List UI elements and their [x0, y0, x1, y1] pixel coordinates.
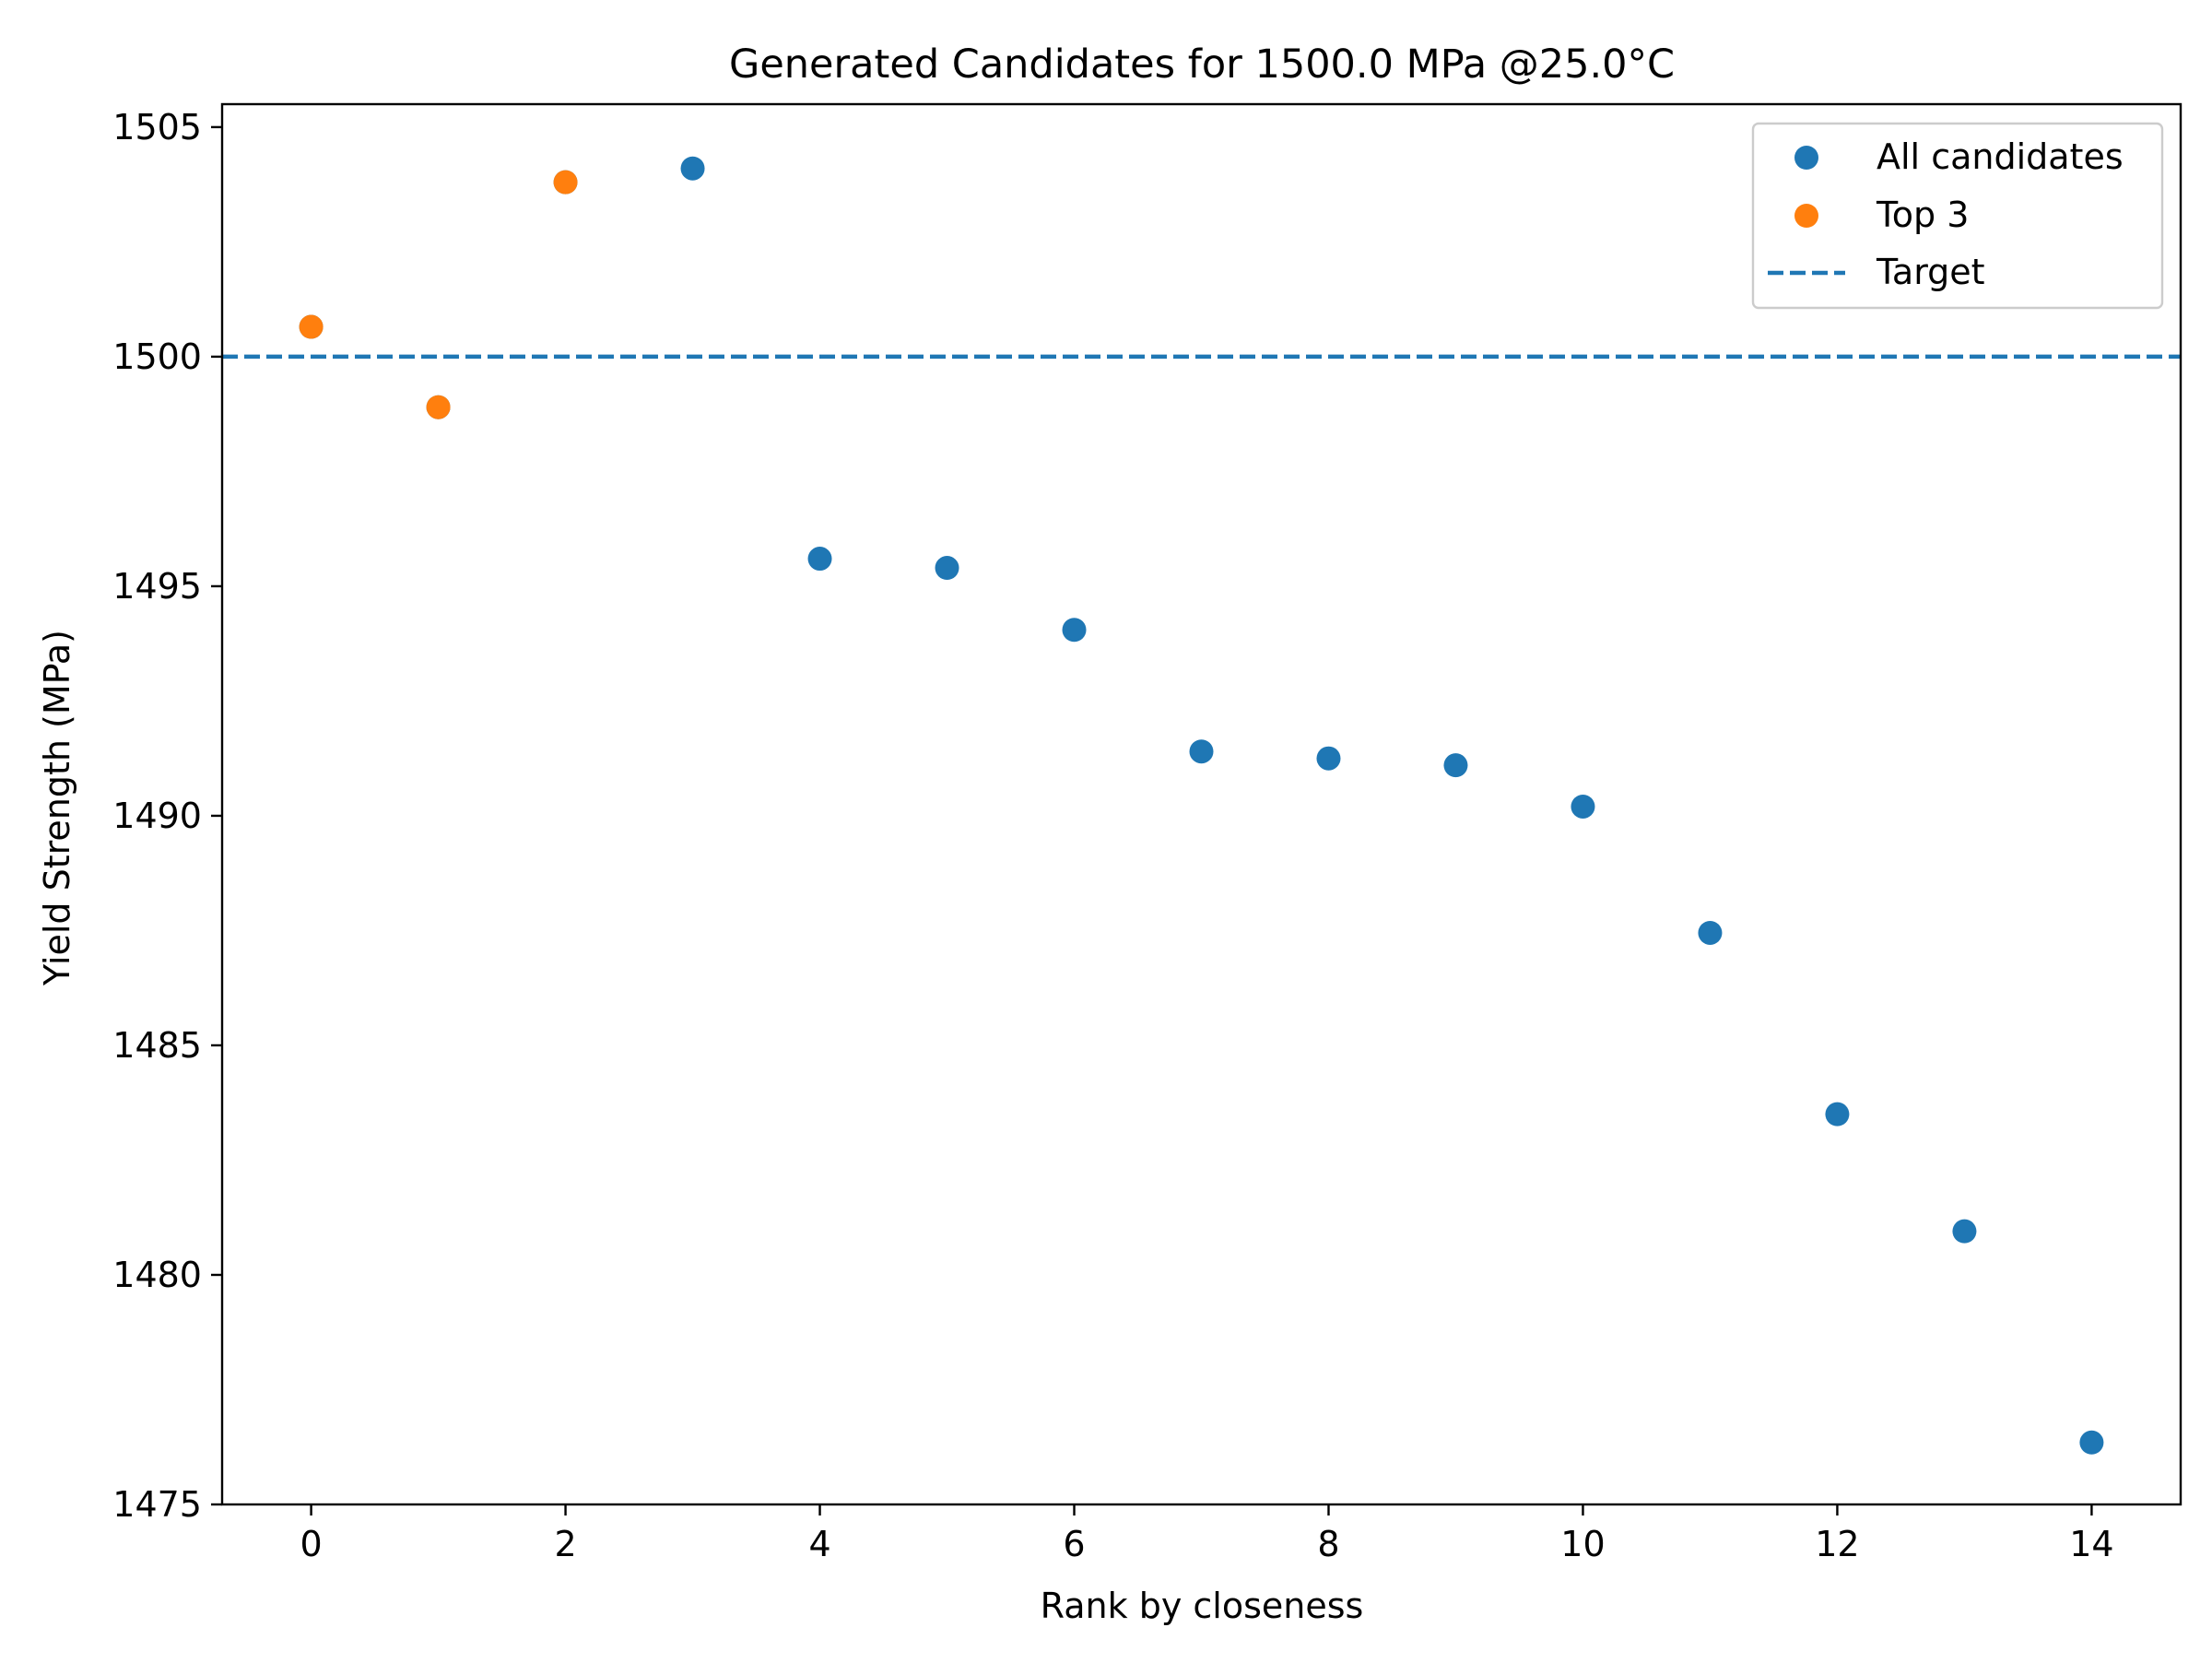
- legend-marker-top-3: [1794, 204, 1818, 228]
- point-all-candidates: [1952, 1219, 1977, 1244]
- point-all-candidates: [1825, 1102, 1850, 1126]
- legend-label-top-3: Top 3: [1876, 195, 1969, 235]
- y-tick-label: 1505: [112, 107, 202, 147]
- point-all-candidates: [680, 156, 705, 181]
- y-axis-label: Yield Strength (MPa): [37, 630, 77, 986]
- legend: All candidates Top 3 Target: [1751, 122, 2164, 310]
- point-top-3: [553, 170, 578, 195]
- point-all-candidates: [1316, 746, 1341, 771]
- plot-frame: [220, 102, 2183, 1506]
- x-tick-label: 10: [1560, 1524, 1605, 1564]
- legend-box: [1751, 122, 2164, 310]
- y-axis-ticks: 1475 1480 1485 1490 1495 1500 1505: [112, 107, 222, 1525]
- x-tick-label: 0: [300, 1524, 322, 1564]
- y-tick-label: 1475: [112, 1484, 202, 1525]
- x-tick-label: 8: [1317, 1524, 1339, 1564]
- point-all-candidates: [807, 547, 832, 572]
- x-tick-label: 14: [2069, 1524, 2113, 1564]
- x-tick-label: 12: [1815, 1524, 1859, 1564]
- point-all-candidates: [2079, 1430, 2104, 1455]
- y-tick-label: 1485: [112, 1025, 202, 1066]
- x-axis-label: Rank by closeness: [1041, 1586, 1364, 1626]
- legend-marker-all-candidates: [1794, 146, 1818, 170]
- point-all-candidates: [1443, 753, 1468, 778]
- x-tick-label: 4: [808, 1524, 830, 1564]
- chart-title: Generated Candidates for 1500.0 MPa @25.…: [729, 41, 1675, 88]
- data-points: [299, 156, 2104, 1455]
- point-all-candidates: [1189, 739, 1214, 764]
- y-tick-label: 1480: [112, 1255, 202, 1295]
- point-all-candidates: [935, 556, 959, 581]
- point-top-3: [299, 314, 324, 339]
- y-tick-label: 1495: [112, 566, 202, 607]
- x-axis-ticks: 0 2 4 6 8 10 12 14: [300, 1504, 2114, 1564]
- legend-label-all-candidates: All candidates: [1877, 136, 2124, 177]
- point-all-candidates: [1698, 920, 1723, 945]
- point-all-candidates: [1062, 618, 1087, 643]
- legend-label-target: Target: [1876, 252, 1985, 292]
- point-top-3: [426, 395, 451, 419]
- point-all-candidates: [1571, 794, 1595, 819]
- y-tick-label: 1490: [112, 796, 202, 836]
- x-tick-label: 6: [1063, 1524, 1085, 1564]
- y-tick-label: 1500: [112, 336, 202, 377]
- x-tick-label: 2: [554, 1524, 576, 1564]
